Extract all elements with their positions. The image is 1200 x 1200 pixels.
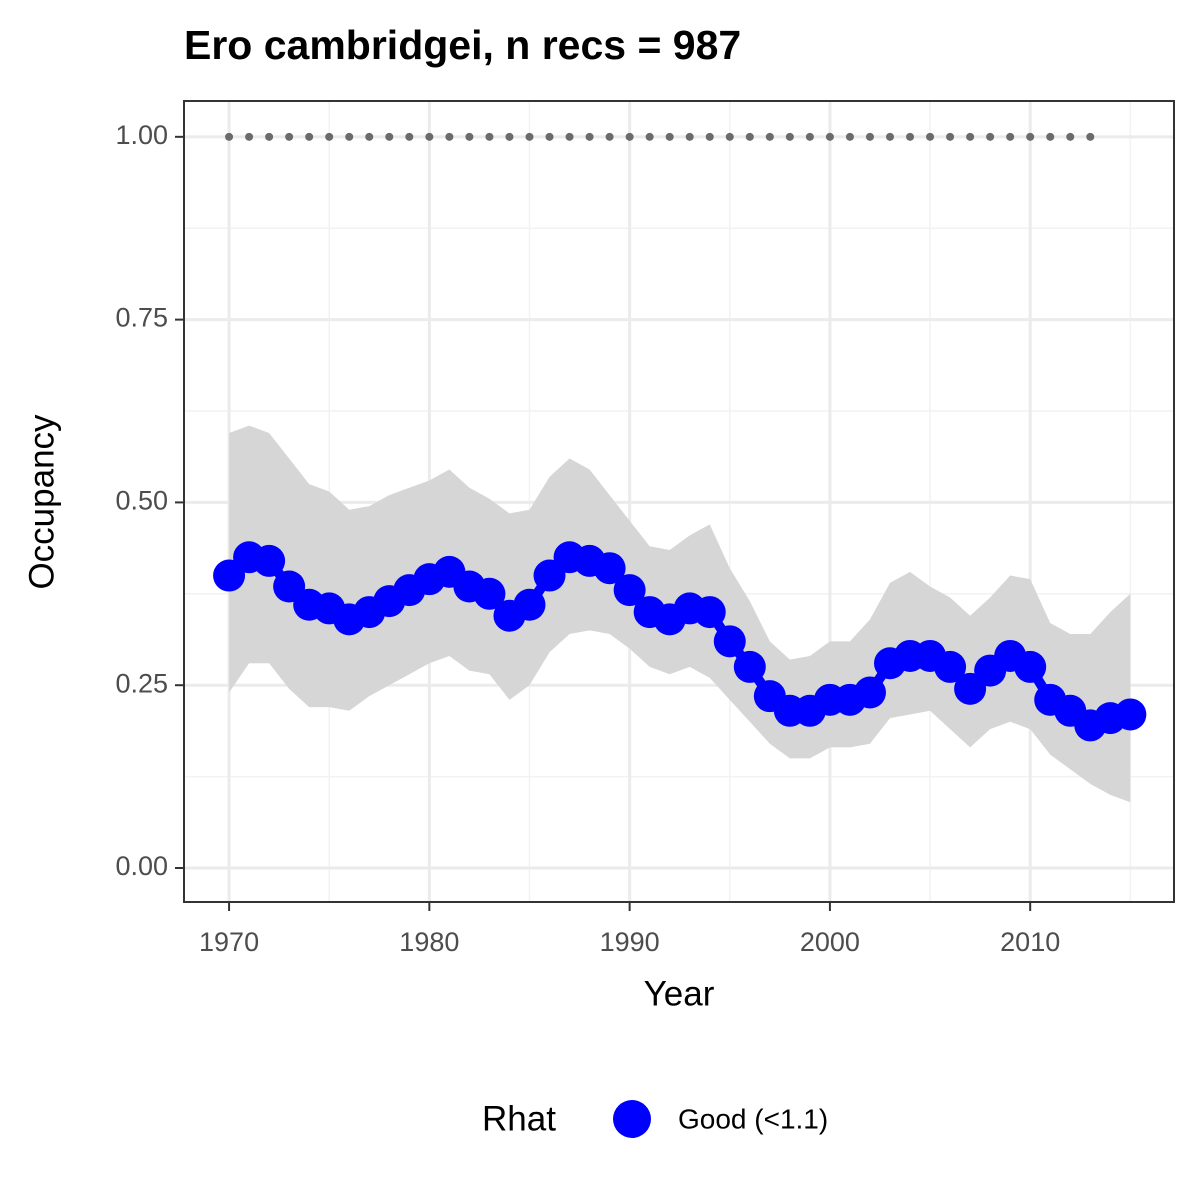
reference-dot — [665, 132, 674, 141]
reference-dot — [765, 132, 774, 141]
reference-dot — [685, 132, 694, 141]
reference-dot — [405, 132, 414, 141]
y-tick-label: 0.50 — [115, 486, 168, 516]
reference-dot — [745, 132, 754, 141]
reference-dot — [585, 132, 594, 141]
reference-dot — [845, 132, 854, 141]
data-point — [733, 650, 766, 683]
data-point — [853, 676, 886, 709]
reference-dot — [505, 132, 514, 141]
reference-dot — [1006, 132, 1015, 141]
reference-dot — [245, 132, 254, 141]
reference-dot — [1066, 132, 1075, 141]
x-tick-label: 2000 — [800, 927, 860, 957]
reference-dot — [865, 132, 874, 141]
data-point — [593, 552, 626, 585]
reference-dot — [825, 132, 834, 141]
reference-dot — [946, 132, 955, 141]
reference-dot — [285, 132, 294, 141]
reference-dot — [345, 132, 354, 141]
reference-dot — [605, 132, 614, 141]
reference-dot — [785, 132, 794, 141]
reference-dot — [645, 132, 654, 141]
reference-dot — [725, 132, 734, 141]
reference-dot — [325, 132, 334, 141]
panel-border — [183, 100, 1175, 903]
data-point — [253, 544, 286, 577]
reference-dot — [926, 132, 935, 141]
y-tick-label: 0.25 — [115, 668, 168, 698]
x-tick-label: 1980 — [399, 927, 459, 957]
x-tick-label: 1990 — [600, 927, 660, 957]
reference-dot — [966, 132, 975, 141]
data-point — [513, 588, 546, 621]
x-axis-title: Year — [644, 974, 715, 1013]
y-tick-label: 0.00 — [115, 851, 168, 881]
reference-dot — [445, 132, 454, 141]
reference-dot — [425, 132, 434, 141]
reference-dot — [485, 132, 494, 141]
reference-dot — [465, 132, 474, 141]
legend-marker — [613, 1100, 651, 1138]
reference-dot — [385, 132, 394, 141]
data-point — [693, 596, 726, 629]
reference-dot — [805, 132, 814, 141]
reference-dot — [225, 132, 234, 141]
reference-dot — [986, 132, 995, 141]
legend-label: Good (<1.1) — [678, 1103, 828, 1134]
reference-dot — [565, 132, 574, 141]
data-point — [473, 577, 506, 610]
data-point — [934, 650, 967, 683]
reference-dot — [1026, 132, 1035, 141]
reference-dot — [705, 132, 714, 141]
reference-dot — [525, 132, 534, 141]
legend-title: Rhat — [482, 1099, 556, 1138]
y-tick-label: 1.00 — [115, 120, 168, 150]
reference-dot — [1046, 132, 1055, 141]
reference-dot — [265, 132, 274, 141]
y-axis-title: Occupancy — [22, 414, 61, 590]
data-point — [1114, 698, 1147, 731]
y-tick-label: 0.75 — [115, 303, 168, 333]
reference-dot — [906, 132, 915, 141]
reference-dot — [305, 132, 314, 141]
x-tick-label: 2010 — [1000, 927, 1060, 957]
chart-title: Ero cambridgei, n recs = 987 — [184, 22, 741, 68]
data-point — [713, 625, 746, 658]
data-point — [613, 574, 646, 607]
reference-dot — [365, 132, 374, 141]
data-point — [1014, 650, 1047, 683]
reference-dot — [545, 132, 554, 141]
reference-dot — [885, 132, 894, 141]
reference-dot — [1086, 132, 1095, 141]
x-tick-label: 1970 — [199, 927, 259, 957]
reference-dot — [625, 132, 634, 141]
